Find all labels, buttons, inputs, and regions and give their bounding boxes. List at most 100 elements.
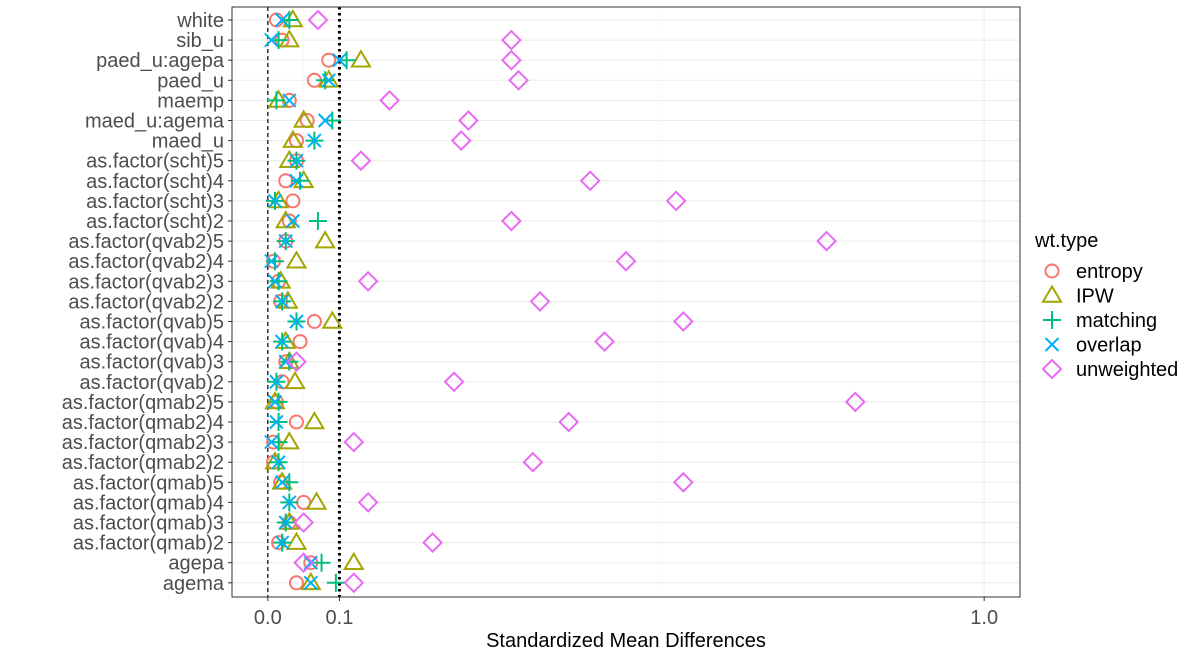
point-overlap [278, 233, 293, 249]
legend-label-unweighted: unweighted [1076, 359, 1178, 381]
point-unweighted [443, 371, 465, 393]
point-overlap [303, 575, 319, 591]
point-overlap [271, 454, 286, 470]
point-unweighted [508, 69, 529, 91]
point-overlap [303, 555, 319, 570]
point-IPW [300, 571, 322, 591]
point-matching [269, 413, 288, 431]
plot-border [231, 6, 1021, 598]
point-unweighted [286, 351, 307, 373]
point-unweighted [357, 270, 379, 292]
point-unweighted [594, 331, 615, 353]
point-overlap [274, 535, 290, 550]
y-tick-label: as.factor(qvab2)4 [68, 251, 224, 273]
point-overlap [282, 93, 297, 108]
y-tick-label: maed_u [152, 131, 224, 153]
point-matching [316, 71, 335, 90]
y-tick-label: as.factor(scht)5 [86, 151, 224, 173]
point-IPW [292, 109, 315, 128]
point-unweighted [293, 512, 315, 533]
point-overlap [289, 314, 304, 329]
point-IPW [321, 310, 344, 329]
x-tick-label: 0.0 [254, 607, 282, 629]
point-unweighted [500, 210, 522, 232]
point-overlap [269, 414, 284, 430]
point-overlap [267, 274, 283, 289]
legend-key-unweighted [1041, 358, 1063, 380]
point-overlap [267, 193, 283, 209]
point-unweighted [450, 130, 472, 152]
point-overlap [267, 394, 283, 410]
point-unweighted [422, 532, 443, 554]
y-tick-label: agema [163, 573, 225, 595]
y-tick-label: as.factor(qvab)2 [79, 372, 224, 394]
point-IPW [303, 411, 326, 430]
y-tick-label: sib_u [176, 30, 224, 52]
point-overlap [307, 133, 322, 148]
point-overlap [332, 52, 347, 68]
y-tick-label: as.factor(qmab2)5 [62, 392, 224, 414]
point-matching [267, 91, 286, 110]
y-tick-label: paed_u [157, 70, 224, 92]
y-tick-label: as.factor(qmab)3 [73, 513, 224, 535]
point-overlap [274, 334, 290, 349]
point-unweighted [558, 411, 580, 433]
point-matching [326, 573, 345, 592]
point-IPW [350, 49, 372, 68]
point-overlap [274, 12, 290, 28]
point-IPW [285, 531, 308, 550]
y-tick-label: as.factor(scht)2 [86, 211, 224, 233]
point-unweighted [500, 29, 522, 51]
point-unweighted [500, 49, 522, 71]
point-unweighted [343, 572, 365, 594]
point-unweighted [844, 391, 866, 413]
point-IPW [278, 29, 301, 48]
y-tick-label: maemp [157, 90, 224, 112]
point-unweighted [672, 471, 694, 493]
y-tick-label: as.factor(qvab2)5 [68, 231, 224, 253]
point-IPW [314, 230, 336, 249]
legend-label-matching: matching [1076, 310, 1157, 332]
point-unweighted [529, 290, 551, 312]
point-overlap [264, 32, 279, 48]
point-overlap [278, 354, 293, 369]
point-unweighted [357, 491, 379, 513]
point-matching [269, 392, 288, 411]
legend-label-overlap: overlap [1076, 335, 1142, 357]
data-points [264, 9, 866, 594]
point-entropy [288, 575, 304, 591]
point-unweighted [522, 451, 544, 473]
y-tick-label: paed_u:agepa [96, 50, 225, 72]
y-tick-label: as.factor(qvab)5 [79, 312, 224, 334]
legend-label-entropy: entropy [1076, 261, 1143, 283]
y-tick-label: as.factor(qvab)4 [79, 332, 224, 354]
legend-key-matching [1043, 311, 1061, 329]
point-overlap [285, 213, 301, 229]
point-matching [280, 352, 299, 371]
point-IPW [305, 491, 328, 510]
point-unweighted [350, 150, 372, 172]
reference-lines [267, 7, 341, 597]
grid [232, 7, 1020, 597]
y-tick-label: as.factor(qvab2)2 [68, 291, 224, 313]
y-tick-label: as.factor(qvab)3 [79, 352, 224, 374]
point-overlap [264, 253, 279, 269]
point-matching [269, 272, 288, 291]
y-tick-label: as.factor(qmab2)4 [62, 412, 224, 434]
point-unweighted [665, 190, 687, 212]
legend-key-IPW [1041, 284, 1063, 303]
y-tick-label: as.factor(qmab)5 [73, 472, 224, 494]
point-IPW [267, 89, 290, 108]
point-unweighted [307, 9, 329, 31]
point-unweighted [672, 311, 694, 332]
y-tick-label: as.factor(qmab2)3 [62, 432, 224, 454]
y-tick-labels: whitesib_upaed_u:agepapaed_umaempmaed_u:… [62, 10, 225, 595]
y-tick-label: as.factor(qvab2)3 [68, 271, 224, 293]
legend-key-overlap [1044, 337, 1060, 352]
point-IPW [284, 370, 306, 390]
point-IPW [271, 471, 293, 490]
point-entropy [321, 52, 337, 68]
point-overlap [274, 294, 290, 309]
